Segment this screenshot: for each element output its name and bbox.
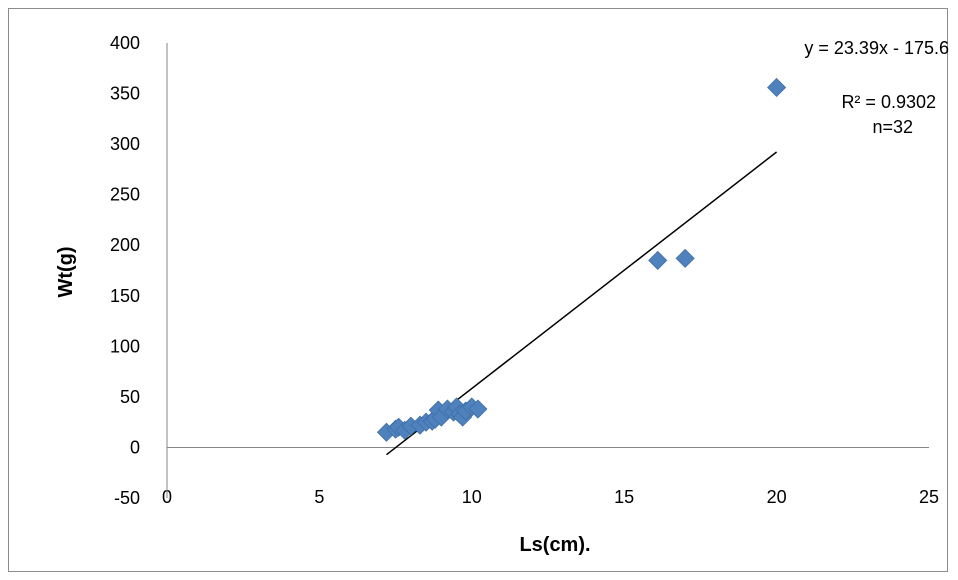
y-tick-label: 350 <box>110 84 140 104</box>
y-axis-title: Wt(g) <box>55 246 77 297</box>
y-tick-label: 250 <box>110 185 140 205</box>
y-tick-label: 300 <box>110 134 140 154</box>
data-point <box>767 77 787 98</box>
x-tick-label: 5 <box>314 487 324 507</box>
y-tick-label: 50 <box>120 387 140 407</box>
y-tick-label: 100 <box>110 336 140 356</box>
y-tick-label: 150 <box>110 286 140 306</box>
chart-frame <box>8 8 948 572</box>
y-tick-label: 0 <box>130 437 140 457</box>
x-tick-label: 25 <box>919 487 939 507</box>
x-tick-label: 20 <box>767 487 787 507</box>
data-point <box>648 250 668 270</box>
sample-size-label: n=32 <box>872 117 913 137</box>
r-squared-label: R² = 0.9302 <box>841 92 936 112</box>
data-points <box>376 77 787 442</box>
y-tick-labels: -50 0 50 100 150 200 250 300 350 400 <box>110 33 140 508</box>
y-tick-label: 200 <box>110 235 140 255</box>
y-tick-label: -50 <box>114 488 140 508</box>
x-tick-label: 10 <box>462 487 482 507</box>
x-tick-label: 15 <box>614 487 634 507</box>
trendline-equation: y = 23.39x - 175.6 <box>804 38 949 58</box>
data-point <box>468 399 488 419</box>
data-point <box>675 248 695 268</box>
y-tick-label: 400 <box>110 33 140 53</box>
x-axis-title: Ls(cm). <box>519 534 590 556</box>
x-tick-labels: 0 5 10 15 20 25 <box>162 487 939 507</box>
